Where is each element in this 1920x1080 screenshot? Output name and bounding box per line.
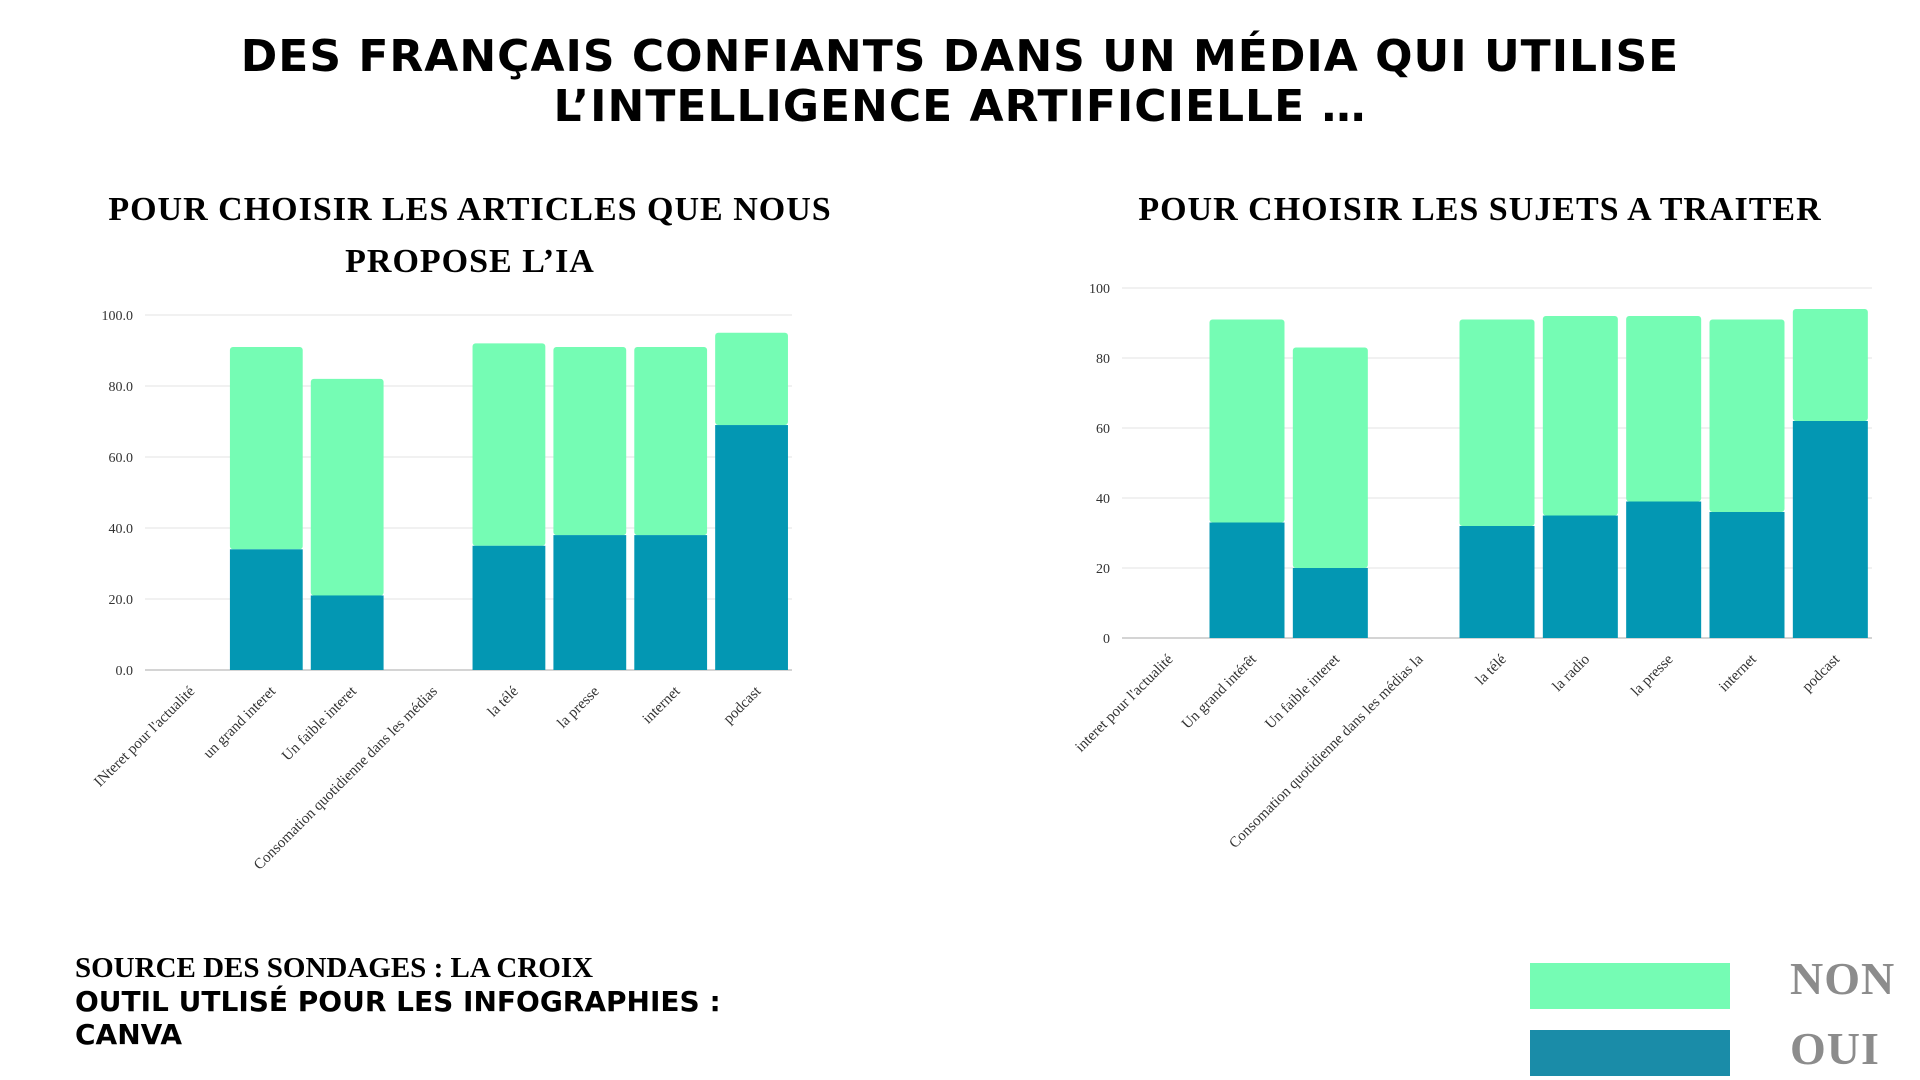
legend-oui-label: OUI [1790,1023,1880,1074]
bar-oui [715,425,788,670]
legend-non-label: NON [1790,953,1896,1004]
legend-non-swatch [1530,963,1730,1009]
main-title-line-2: L’INTELLIGENCE ARTIFICIELLE … [553,81,1367,132]
bar-non [1792,309,1868,421]
bar-oui [1792,421,1868,638]
chart-left-title: POUR CHOISIR LES ARTICLES QUE NOUS PROPO… [108,191,832,280]
x-category-label: la radio [1550,652,1593,695]
x-category-label: Consomation quotidienne dans les médias … [1226,651,1426,851]
main-title: DES FRANÇAIS CONFIANTS DANS UN MÉDIA QUI… [0,32,1920,132]
x-category-label: Un faible interet [1262,651,1343,732]
y-tick-label: 20.0 [109,593,134,608]
y-tick-label: 80.0 [109,380,134,395]
y-tick-label: 40 [1096,492,1110,507]
x-category-label: Un grand intérêt [1179,651,1260,732]
bar-oui [1459,526,1535,638]
y-tick-label: 40.0 [109,522,134,537]
bar-non [1542,316,1618,516]
y-tick-label: 100.0 [102,309,134,324]
y-tick-label: 0.0 [116,664,134,679]
x-category-label: interet pour l'actualité [1073,651,1177,755]
x-category-label: internet [1716,651,1760,695]
bar-oui [1292,568,1368,638]
bar-oui [553,535,627,670]
bar-oui [1709,512,1785,638]
bar-oui [472,545,546,670]
bar-non [634,346,708,536]
footer-source: SOURCE DES SONDAGES : LA CROIX [75,952,594,984]
bar-non [553,346,627,536]
y-tick-label: 60.0 [109,451,134,466]
y-tick-label: 20 [1096,562,1110,577]
footer-tool: OUTIL UTLISÉ POUR LES INFOGRAPHIES : CAN… [75,985,721,1051]
bar-non [1292,347,1368,568]
main-title-line-1: DES FRANÇAIS CONFIANTS DANS UN MÉDIA QUI… [240,31,1680,82]
y-tick-label: 100 [1089,282,1110,297]
bar-oui [229,549,303,670]
y-tick-label: 0 [1103,632,1110,647]
bar-non [715,332,788,426]
legend-oui-swatch [1530,1030,1730,1076]
y-tick-label: 80 [1096,352,1110,367]
x-category-label: podcast [1799,651,1843,695]
bar-oui [1626,501,1702,638]
bar-non [1626,316,1702,502]
bar-oui [310,595,384,670]
bar-non [310,378,384,596]
bar-oui [1209,522,1285,638]
x-category-label: la presse [1628,651,1676,699]
bar-non [1709,319,1785,512]
y-tick-label: 60 [1096,422,1110,437]
bar-non [472,343,546,546]
bar-non [1209,319,1285,523]
bar-oui [634,535,708,670]
bar-non [229,346,303,550]
chart-right-title: POUR CHOISIR LES SUJETS A TRAITER [1138,191,1822,228]
bar-oui [1542,515,1618,638]
bar-non [1459,319,1535,526]
x-category-label: la télé [1473,651,1510,688]
